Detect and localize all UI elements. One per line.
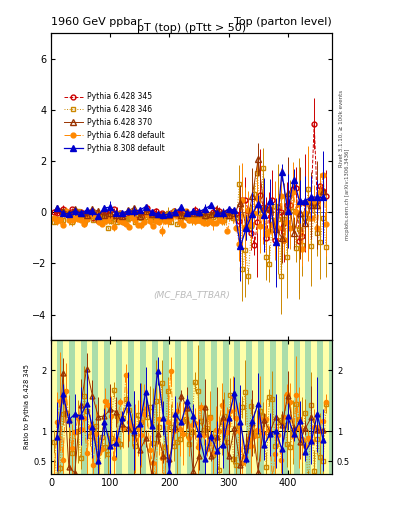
Bar: [311, 340, 317, 474]
Y-axis label: Ratio to Pythia 6.428 345: Ratio to Pythia 6.428 345: [24, 365, 30, 450]
Bar: [57, 340, 63, 474]
Bar: [86, 340, 92, 474]
Bar: [128, 340, 134, 474]
Text: Top (parton level): Top (parton level): [234, 16, 332, 27]
Text: 1960 GeV ppbar: 1960 GeV ppbar: [51, 16, 142, 27]
Bar: [158, 340, 163, 474]
Bar: [223, 340, 229, 474]
Bar: [217, 340, 223, 474]
Bar: [329, 340, 335, 474]
Bar: [211, 340, 217, 474]
Bar: [305, 340, 311, 474]
Bar: [81, 340, 86, 474]
Bar: [122, 340, 128, 474]
Legend: Pythia 6.428 345, Pythia 6.428 346, Pythia 6.428 370, Pythia 6.428 default, Pyth: Pythia 6.428 345, Pythia 6.428 346, Pyth…: [61, 89, 167, 156]
Bar: [146, 340, 152, 474]
Bar: [323, 340, 329, 474]
Bar: [92, 340, 98, 474]
Bar: [134, 340, 140, 474]
Bar: [75, 340, 81, 474]
Text: (MC_FBA_TTBAR): (MC_FBA_TTBAR): [153, 290, 230, 298]
Bar: [252, 340, 258, 474]
Bar: [169, 340, 175, 474]
Bar: [181, 340, 187, 474]
Bar: [229, 340, 235, 474]
Text: mcplots.cern.ch [arXiv:1306.3436]: mcplots.cern.ch [arXiv:1306.3436]: [345, 149, 350, 240]
Bar: [175, 340, 181, 474]
Bar: [152, 340, 158, 474]
Text: Rivet 3.1.10, ≥ 100k events: Rivet 3.1.10, ≥ 100k events: [339, 90, 344, 166]
Bar: [163, 340, 169, 474]
Bar: [235, 340, 241, 474]
Bar: [282, 340, 288, 474]
Bar: [110, 340, 116, 474]
Bar: [270, 340, 276, 474]
Bar: [294, 340, 299, 474]
Bar: [187, 340, 193, 474]
Bar: [317, 340, 323, 474]
Bar: [205, 340, 211, 474]
Title: pT (top) (pTtt > 50): pT (top) (pTtt > 50): [137, 23, 246, 32]
Bar: [258, 340, 264, 474]
Bar: [98, 340, 104, 474]
Bar: [140, 340, 146, 474]
Bar: [199, 340, 205, 474]
Bar: [299, 340, 305, 474]
Bar: [288, 340, 294, 474]
Bar: [193, 340, 199, 474]
Bar: [116, 340, 122, 474]
Bar: [264, 340, 270, 474]
Bar: [63, 340, 69, 474]
Bar: [69, 340, 75, 474]
Bar: [276, 340, 282, 474]
Bar: [241, 340, 246, 474]
Bar: [51, 340, 57, 474]
Bar: [104, 340, 110, 474]
Bar: [246, 340, 252, 474]
